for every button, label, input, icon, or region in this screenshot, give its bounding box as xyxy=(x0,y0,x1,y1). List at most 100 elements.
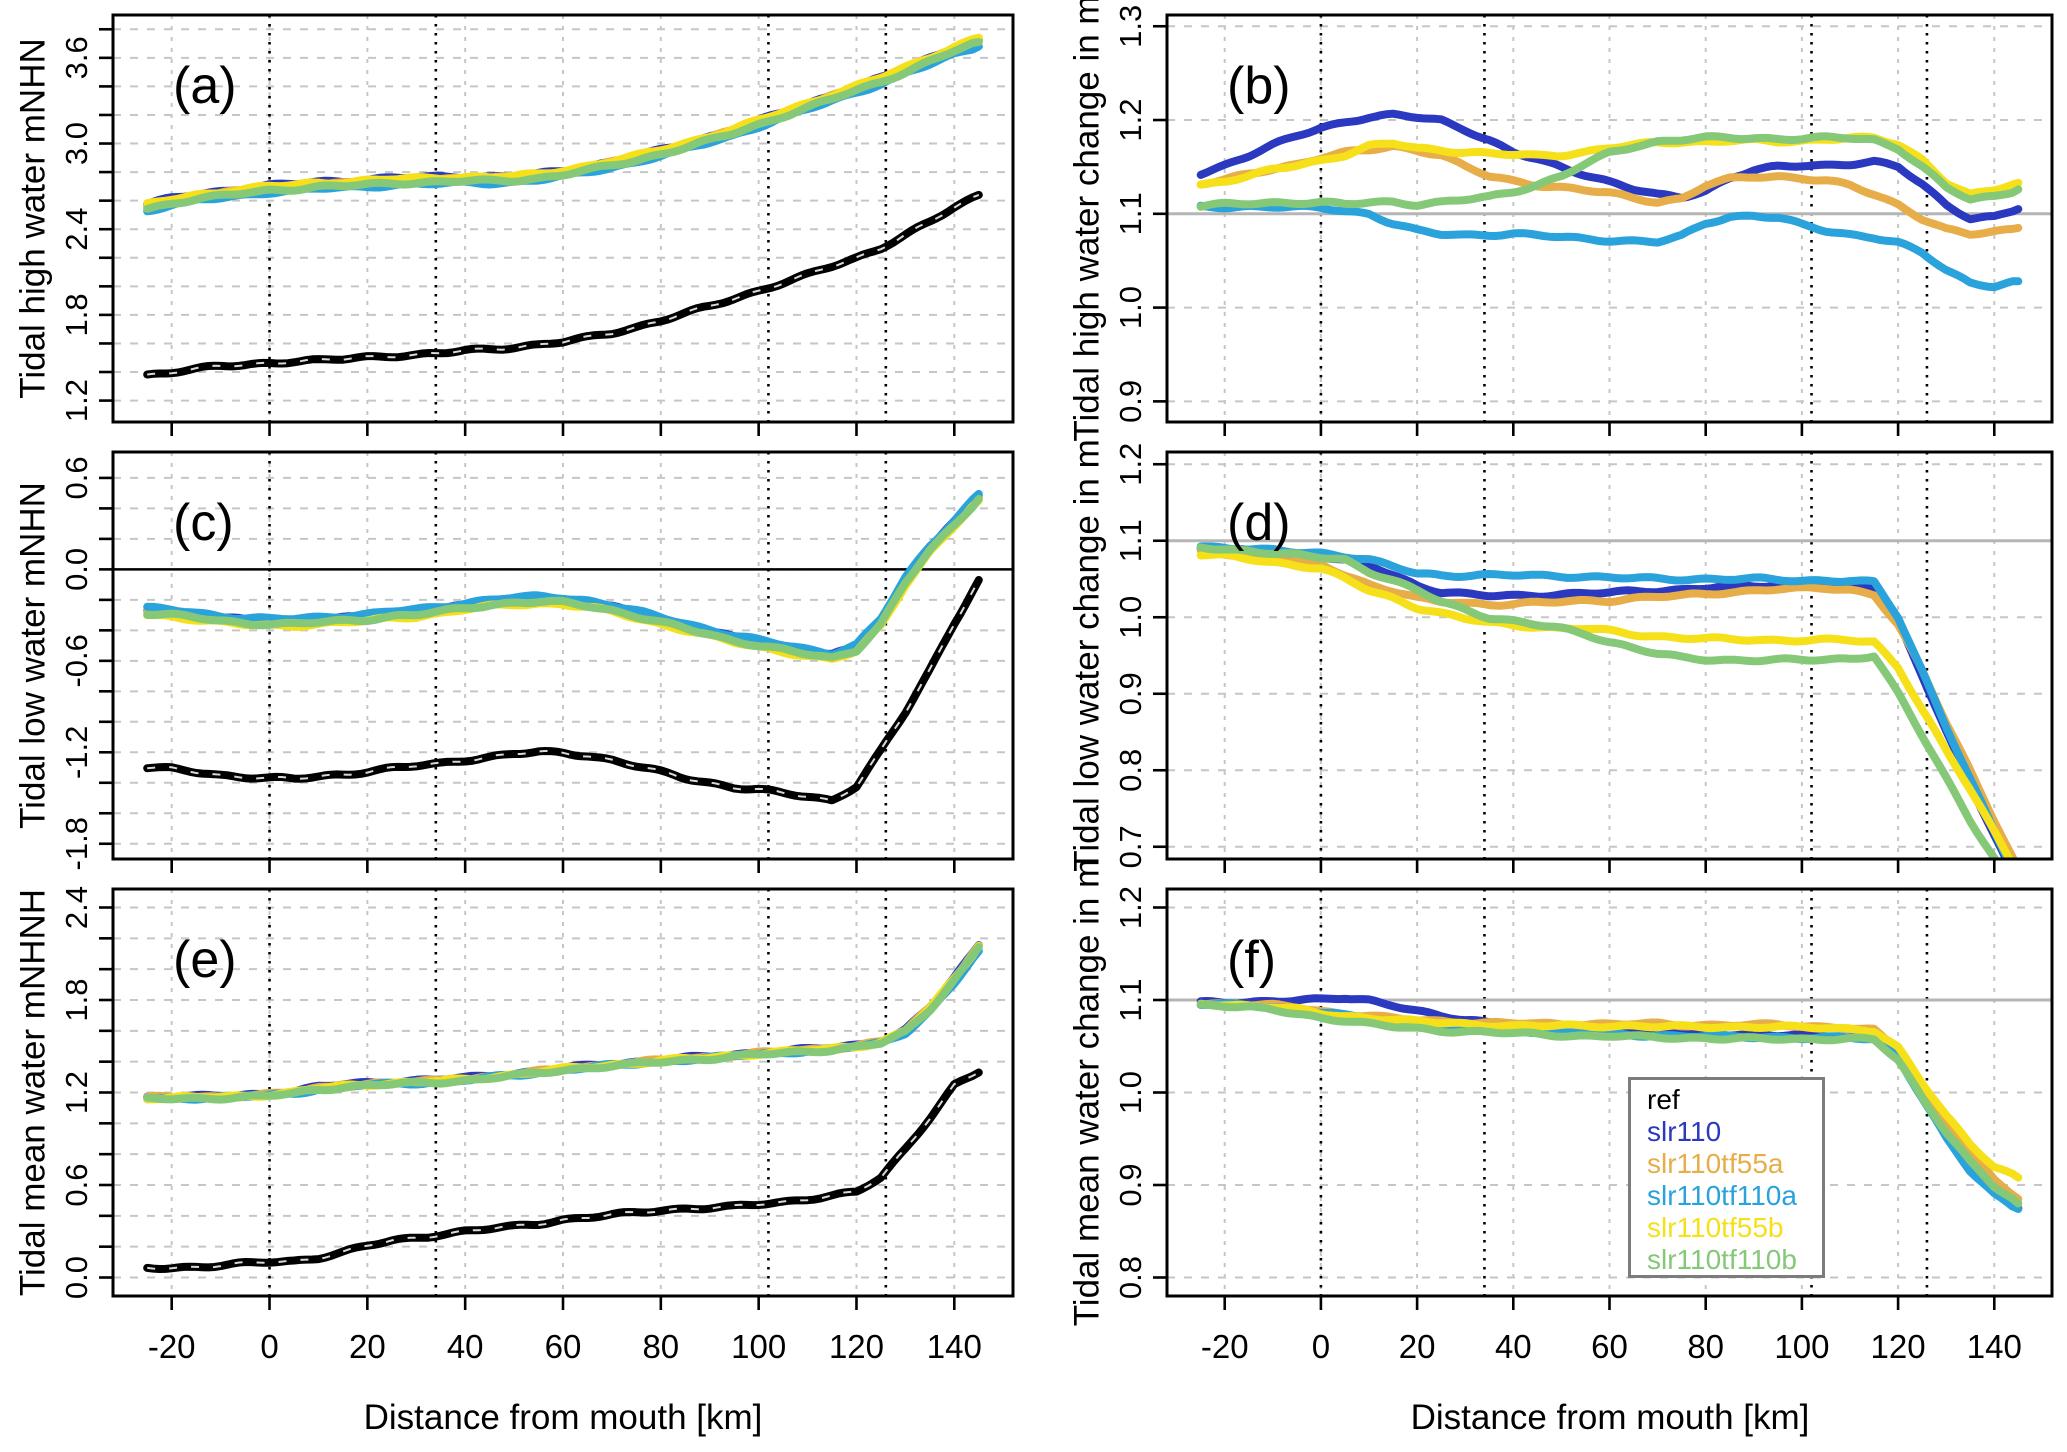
x-tick-label: -20 xyxy=(1201,1328,1249,1365)
y-tick-label: 1.0 xyxy=(1113,596,1148,639)
x-tick-label: 120 xyxy=(1871,1328,1926,1365)
legend-box: ref slr110 slr110tf55a slr110tf110a slr1… xyxy=(1628,1077,1825,1278)
panel-e: 0.0 0.6 1.2 1.8 2.4 -20 0 20 40 60 80 100 120 140 (e) T… xyxy=(13,886,1015,1365)
x-tick-label: 100 xyxy=(731,1328,786,1365)
legend-label-slr110tf55b: slr110tf55b xyxy=(1647,1212,1784,1243)
y-tick-label: 0.9 xyxy=(1113,1163,1148,1206)
series-line-slr110tf55b xyxy=(1196,550,2014,859)
legend-item: slr110 xyxy=(1647,1116,1822,1148)
series-line-ref-overlay xyxy=(147,1071,980,1271)
x-tick-label: 140 xyxy=(927,1328,982,1365)
y-axis-title: Tidal high water change in m xyxy=(1067,0,1106,442)
legend-label-slr110tf110b: slr110tf110b xyxy=(1647,1244,1797,1275)
y-tick-label: 1.2 xyxy=(59,379,94,422)
y-axis-title: Tidal mean water mNHNH xyxy=(13,889,52,1296)
series-line-ref-overlay xyxy=(147,193,980,376)
y-tick-label: -1.8 xyxy=(59,817,94,870)
y-tick-label: 1.0 xyxy=(1113,1071,1148,1114)
plot-frame xyxy=(111,450,1015,861)
x-tick-label: 40 xyxy=(447,1328,484,1365)
x-tick-label: 0 xyxy=(1312,1328,1330,1365)
x-tick-label: 40 xyxy=(1495,1328,1532,1365)
x-tick-label: 120 xyxy=(829,1328,884,1365)
series-line-slr110tf110b xyxy=(143,943,983,1104)
panel-d: 0.7 0.8 0.9 1.0 1.1 1.2 (d) Tidal low water cha… xyxy=(1067,439,2054,873)
y-tick-label: 1.3 xyxy=(1113,5,1148,48)
series-line-slr110tf55b xyxy=(143,496,983,663)
x-tick-label: 60 xyxy=(1591,1328,1628,1365)
y-tick-label: 0.6 xyxy=(59,456,94,499)
panel-letter: (b) xyxy=(1227,57,1291,115)
y-tick-label: 0.8 xyxy=(1113,1256,1148,1299)
x-tick-label: 80 xyxy=(1687,1328,1724,1365)
panel-c: 0.6 0.0 -0.6 -1.2 -1.8 (c) Tidal low water mNH… xyxy=(13,450,1015,873)
series-line-slr110tf110b xyxy=(1196,543,2000,859)
x-axis-title-left: Distance from mouth [km] xyxy=(363,1398,763,1437)
x-tick-label: 100 xyxy=(1774,1328,1829,1365)
y-tick-label: -1.2 xyxy=(59,726,94,779)
y-tick-label: 2.4 xyxy=(59,886,94,929)
series-line-slr110tf110b xyxy=(1196,132,2023,211)
legend-label-slr110: slr110 xyxy=(1647,1116,1722,1147)
y-tick-label: 1.8 xyxy=(59,293,94,336)
y-tick-label: 1.1 xyxy=(1113,978,1148,1021)
legend-label-slr110tf55a: slr110tf55a xyxy=(1647,1148,1784,1179)
series-line-ref xyxy=(143,576,983,805)
series-line-slr110tf55b xyxy=(1196,999,2023,1182)
panel-f: 0.8 0.9 1.0 1.1 1.2 -20 0 20 40 60 80 100 120 140 (f) T… xyxy=(1067,859,2054,1365)
x-tick-label: -20 xyxy=(148,1328,196,1365)
y-tick-label: -0.6 xyxy=(59,634,94,687)
y-tick-label: 1.1 xyxy=(1113,192,1148,235)
y-axis-title: Tidal low water mNHN xyxy=(13,482,52,829)
panel-letter: (a) xyxy=(173,57,237,115)
y-tick-label: 0.0 xyxy=(59,1256,94,1299)
x-tick-label: 140 xyxy=(1967,1328,2022,1365)
legend-label-ref: ref xyxy=(1647,1084,1680,1115)
y-tick-label: 1.2 xyxy=(1113,886,1148,929)
y-tick-label: 0.7 xyxy=(1113,825,1148,868)
panel-letter: (e) xyxy=(173,931,237,989)
panel-a: 1.2 1.8 2.4 3.0 3.6 (a) Tidal high water mNHN xyxy=(13,13,1015,436)
y-tick-label: 2.4 xyxy=(59,208,94,251)
legend-item: slr110tf110b xyxy=(1647,1244,1822,1276)
series-line-slr110tf110b xyxy=(143,38,983,213)
panel-b: 0.9 1.0 1.1 1.2 1.3 (b) Tidal high water chang… xyxy=(1067,0,2054,442)
panel-letter: (d) xyxy=(1227,494,1291,552)
y-tick-label: 1.2 xyxy=(1113,443,1148,486)
series-line-slr110tf110a xyxy=(1196,201,2023,292)
y-tick-label: 0.6 xyxy=(59,1163,94,1206)
y-axis-title: Tidal low water change in m xyxy=(1067,439,1106,872)
y-tick-label: 0.8 xyxy=(1113,749,1148,792)
series-line-ref-overlay xyxy=(147,579,980,802)
panel-letter: (f) xyxy=(1227,931,1276,989)
legend-item: slr110tf55b xyxy=(1647,1212,1822,1244)
y-tick-label: 3.6 xyxy=(59,36,94,79)
x-tick-label: 0 xyxy=(260,1328,278,1365)
legend-item: slr110tf110a xyxy=(1647,1180,1822,1212)
x-axis-title-right: Distance from mouth [km] xyxy=(1410,1398,1810,1437)
x-tick-label: 20 xyxy=(1399,1328,1436,1365)
y-tick-label: 0.9 xyxy=(1113,380,1148,423)
panel-letter: (c) xyxy=(173,494,234,552)
y-axis-title: Tidal high water mNHN xyxy=(13,38,52,398)
y-tick-label: 0.0 xyxy=(59,548,94,591)
series-line-slr110tf55a xyxy=(1196,546,2018,859)
y-tick-label: 1.8 xyxy=(59,978,94,1021)
x-tick-label: 60 xyxy=(545,1328,582,1365)
x-tick-label: 80 xyxy=(642,1328,679,1365)
series-line-slr110tf110b xyxy=(1196,1000,2023,1208)
legend-label-slr110tf110a: slr110tf110a xyxy=(1647,1180,1797,1211)
series-line-slr110tf110b xyxy=(143,494,983,662)
y-tick-label: 1.0 xyxy=(1113,286,1148,329)
series-line-slr110 xyxy=(1196,109,2023,224)
y-tick-label: 1.2 xyxy=(1113,98,1148,141)
x-tick-label: 20 xyxy=(349,1328,386,1365)
y-tick-label: 1.1 xyxy=(1113,519,1148,562)
y-axis-title: Tidal mean water change in m xyxy=(1067,859,1106,1327)
legend-item: ref xyxy=(1647,1084,1822,1116)
y-tick-label: 1.2 xyxy=(59,1071,94,1114)
legend-item: slr110tf55a xyxy=(1647,1148,1822,1180)
series-line-slr110tf55a xyxy=(1196,141,2023,239)
